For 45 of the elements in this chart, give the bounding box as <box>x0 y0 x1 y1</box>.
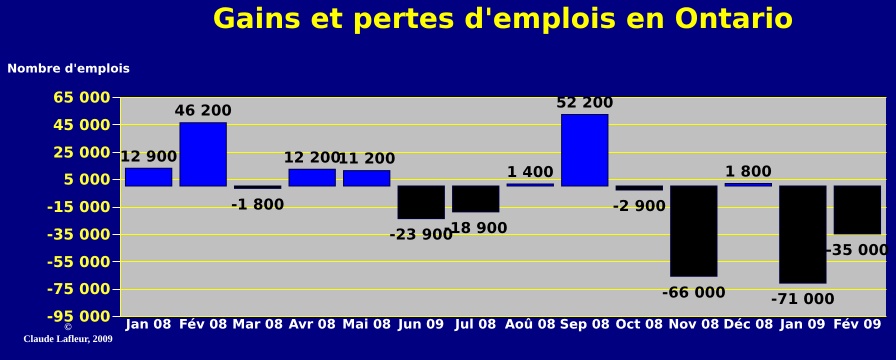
bar <box>561 114 608 186</box>
x-tick-label: Oct 08 <box>616 318 664 332</box>
x-tick-label: Sep 08 <box>560 318 610 332</box>
x-tick-label: Jul 08 <box>454 318 496 332</box>
x-tick-label: Jan 08 <box>124 318 172 332</box>
x-tick-label: Déc 08 <box>723 318 774 332</box>
y-tick-label: 45 000 <box>53 116 110 134</box>
x-tick-label: Avr 08 <box>288 318 336 332</box>
x-tick-label: Jun 09 <box>397 318 444 332</box>
y-tick-label: -55 000 <box>46 252 110 271</box>
data-label: -71 000 <box>771 290 835 308</box>
bar <box>834 185 882 234</box>
y-tick-label: 25 000 <box>53 143 110 162</box>
bar <box>724 183 772 186</box>
bar <box>179 122 227 186</box>
bar <box>288 168 336 186</box>
y-tick-label: -15 000 <box>46 198 110 216</box>
y-axis-title: Nombre d'emplois <box>7 62 130 76</box>
y-tick-label: 65 000 <box>53 88 110 106</box>
chart-title: Gains et pertes d'emplois en Ontario <box>212 2 794 35</box>
x-tick-label: Jan 09 <box>779 318 826 332</box>
y-tick-label: -75 000 <box>46 280 110 298</box>
bar <box>670 185 718 277</box>
x-tick-label: Fév 08 <box>179 318 228 332</box>
data-label: 12 900 <box>120 147 178 166</box>
bar <box>452 185 500 212</box>
data-label: 1 400 <box>506 163 554 182</box>
bar <box>343 170 390 186</box>
data-label: 46 200 <box>174 102 232 120</box>
y-tick-label: 5 000 <box>64 170 110 189</box>
x-tick-label: Mai 08 <box>342 318 392 332</box>
y-tick-label: -35 000 <box>46 225 110 244</box>
data-label: 1 800 <box>724 162 772 181</box>
x-tick-label: Fév 09 <box>833 318 882 332</box>
x-tick-label: Nov 08 <box>668 318 720 332</box>
text: © Claude Lafleur, 2009 <box>23 322 113 345</box>
bar <box>616 185 663 190</box>
bar <box>124 168 172 186</box>
bar <box>234 185 282 189</box>
data-label: 52 200 <box>556 94 614 112</box>
bar <box>398 185 445 220</box>
x-tick-label: Mar 08 <box>232 318 284 332</box>
x-tick-label: Aoû 08 <box>504 318 556 332</box>
bar <box>779 185 827 284</box>
data-label: 12 200 <box>283 148 341 166</box>
